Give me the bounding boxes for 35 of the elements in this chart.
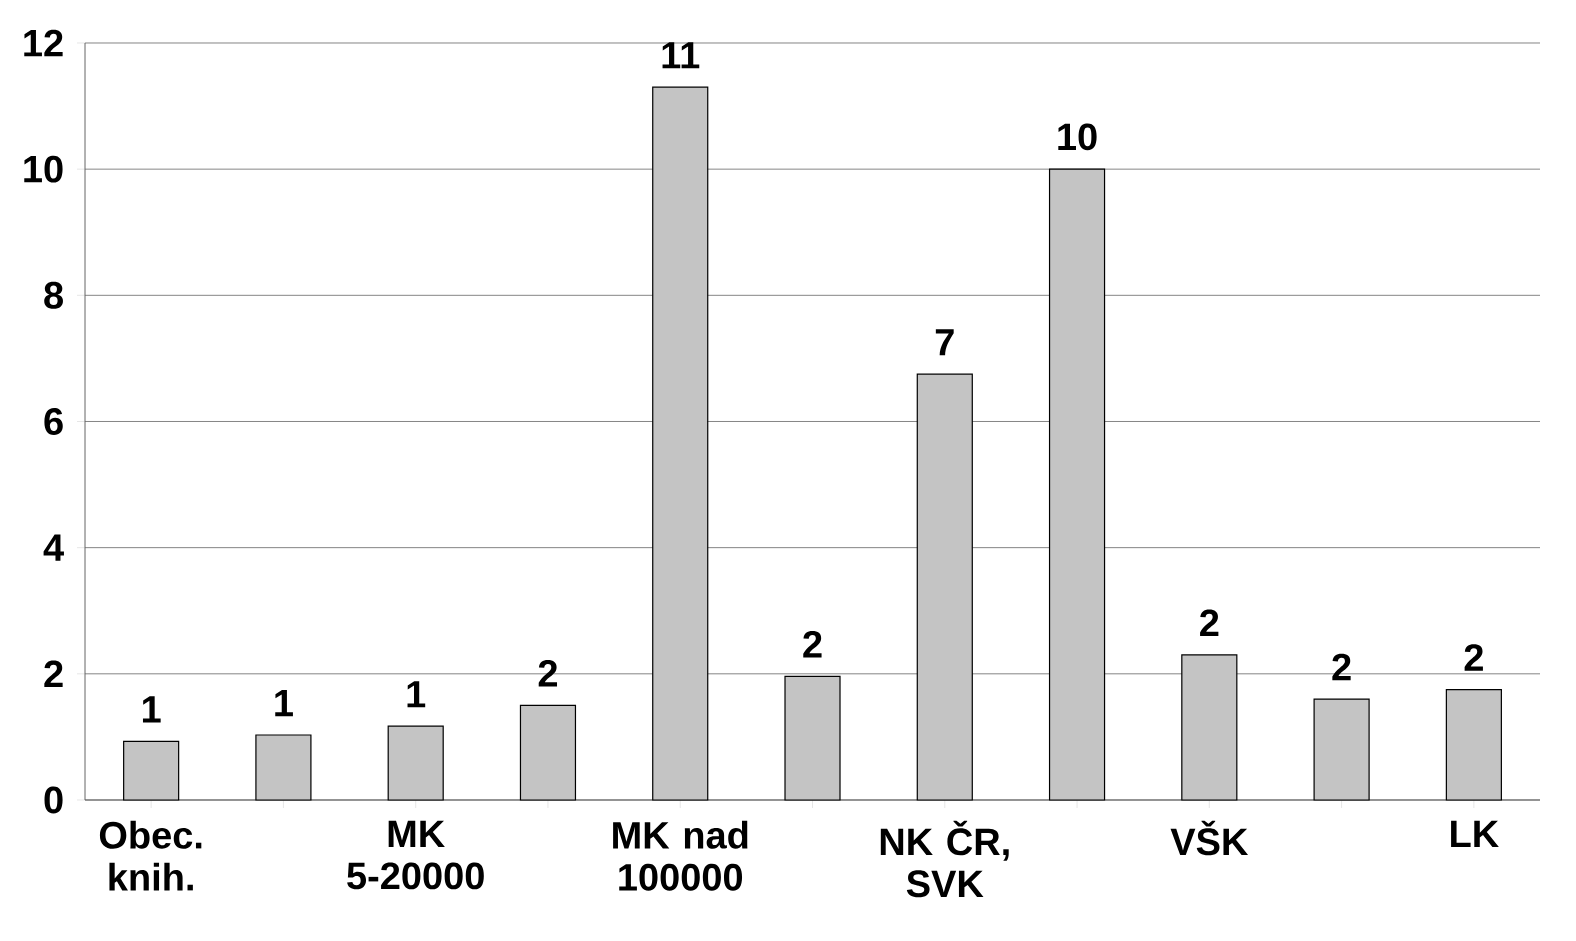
x-tick-label: LK bbox=[1451, 820, 1499, 847]
bar bbox=[255, 734, 312, 801]
y-tick-label: 10 bbox=[24, 155, 63, 183]
y-tick-label: 4 bbox=[43, 534, 64, 561]
x-tick-label: Obec. knih. bbox=[99, 820, 202, 891]
bar bbox=[123, 740, 180, 801]
x-tick-label: NK ČR, SVK bbox=[880, 820, 1009, 898]
data-label: 11 bbox=[662, 42, 700, 69]
bar bbox=[916, 373, 973, 801]
x-tick-label: MK nad 100000 bbox=[613, 820, 748, 891]
data-label: 2 bbox=[1332, 653, 1351, 681]
data-label: 7 bbox=[935, 329, 954, 356]
y-tick-label: 2 bbox=[44, 660, 63, 688]
bar bbox=[652, 86, 709, 801]
data-label: 2 bbox=[538, 659, 558, 687]
bar bbox=[784, 675, 841, 801]
x-tick-label: MK 5-20000 bbox=[347, 820, 484, 890]
data-label: 1 bbox=[407, 681, 426, 708]
data-label: 2 bbox=[1464, 644, 1483, 671]
data-label: 2 bbox=[1200, 609, 1219, 637]
y-tick-label: 0 bbox=[44, 786, 63, 814]
bar bbox=[1181, 654, 1238, 801]
bar bbox=[1313, 698, 1370, 801]
y-tick-label: 6 bbox=[44, 408, 63, 435]
data-label: 10 bbox=[1058, 123, 1097, 151]
bar bbox=[387, 725, 444, 801]
y-tick-label: 8 bbox=[44, 281, 63, 309]
data-label: 2 bbox=[803, 630, 822, 658]
y-tick-label: 12 bbox=[24, 29, 63, 57]
x-tick-label: VŠK bbox=[1170, 820, 1249, 856]
bar bbox=[1048, 168, 1106, 801]
bar bbox=[519, 704, 577, 801]
bar bbox=[1445, 688, 1502, 801]
data-label: 1 bbox=[142, 696, 161, 723]
data-label: 1 bbox=[275, 690, 293, 717]
